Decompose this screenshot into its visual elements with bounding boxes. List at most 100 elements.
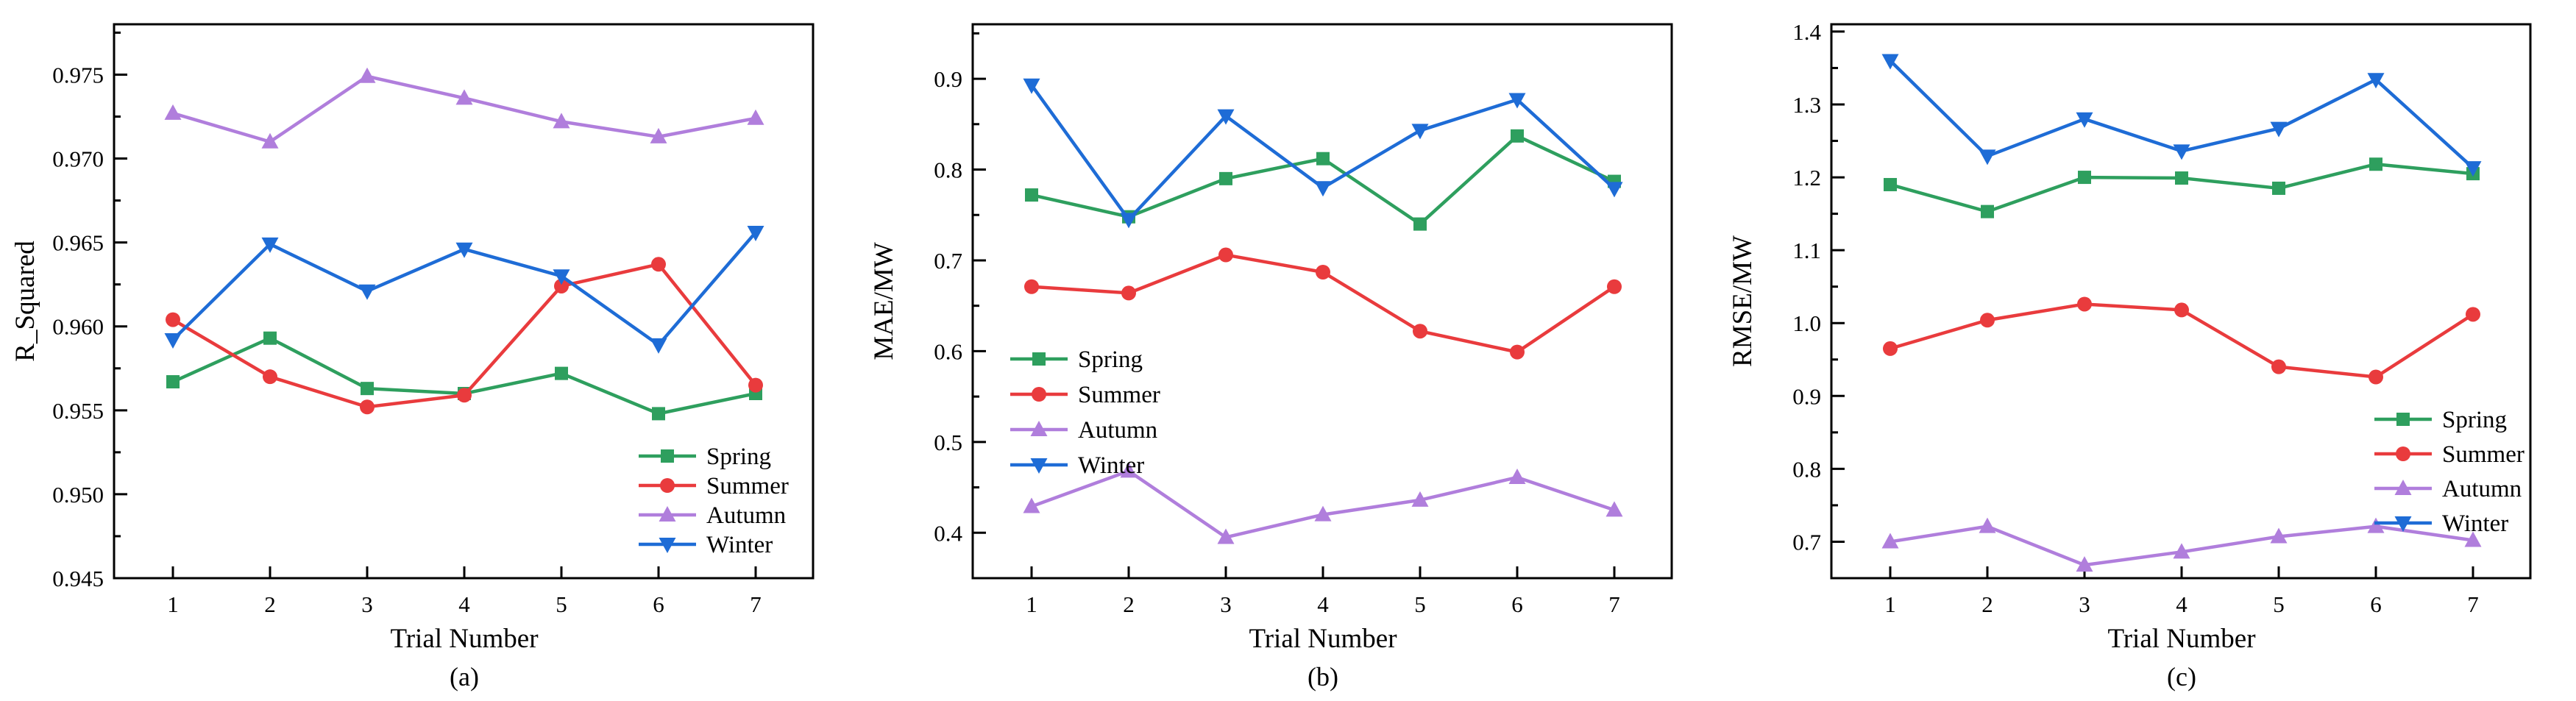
series-summer — [1883, 296, 2480, 385]
subplot-caption: (a) — [450, 662, 479, 691]
y-axis-ticks: 0.945 0.950 0.955 0.960 0.965 0.970 0.975 — [52, 31, 127, 591]
data-point-marker — [554, 278, 569, 293]
x-tick-label: 4 — [1317, 591, 1329, 617]
data-point-marker — [2076, 112, 2093, 128]
chart-b: 0.4 0.5 0.6 0.7 0.8 0.9 1 2 3 4 5 6 7 MAE/MW Trial Num… — [859, 0, 1717, 701]
plot-frame — [1830, 23, 2532, 580]
x-tick-label: 6 — [2370, 591, 2382, 617]
x-tick-label: 5 — [2273, 591, 2285, 617]
data-point-marker — [651, 257, 666, 272]
x-axis-label: Trial Number — [390, 624, 538, 654]
data-point-marker — [263, 331, 277, 345]
data-point-marker — [166, 312, 180, 327]
x-tick-label: 1 — [167, 591, 179, 617]
data-point-marker — [1316, 152, 1330, 166]
series-winter — [1881, 54, 2482, 177]
legend-item-autumn: Autumn — [2374, 476, 2522, 502]
data-point-marker — [747, 109, 764, 125]
plot-background — [859, 0, 1717, 701]
data-point-marker — [2367, 517, 2385, 533]
data-point-marker — [1218, 247, 1233, 263]
data-point-marker — [553, 113, 570, 129]
plot-background — [1717, 0, 2576, 701]
data-point-marker — [555, 366, 568, 380]
data-point-marker — [2077, 296, 2092, 312]
y-tick-label: 0.950 — [52, 482, 104, 508]
x-axis-ticks: 1 2 3 4 5 6 7 — [167, 566, 762, 617]
data-point-marker — [2076, 556, 2093, 572]
y-axis-label: RMSE/MW — [1728, 235, 1758, 367]
data-point-marker — [553, 269, 570, 285]
data-point-marker — [2173, 144, 2190, 160]
chart-a: 0.945 0.950 0.955 0.960 0.965 0.970 0.975 1 2 3 4 5… — [0, 0, 859, 701]
plot-background — [0, 0, 859, 701]
data-point-marker — [455, 89, 473, 105]
data-point-marker — [650, 127, 667, 143]
legend-label: Autumn — [2442, 476, 2522, 502]
data-point-marker — [1023, 497, 1040, 513]
legend-item-winter: Winter — [2374, 510, 2508, 537]
x-tick-label: 4 — [2176, 591, 2188, 617]
legend-item-summer: Summer — [2374, 441, 2524, 468]
x-axis-ticks: 1 2 3 4 5 6 7 — [1026, 566, 1620, 617]
legend-item-spring: Spring — [639, 444, 771, 470]
y-tick-label: 1.0 — [1792, 310, 1821, 336]
chart-panel-c: 0.7 0.8 0.9 1.0 1.1 1.2 1.3 1.4 1 2 3 4 5 6 7 RMSE/MW Tr… — [1717, 0, 2576, 701]
data-point-marker — [2367, 73, 2385, 89]
legend-marker — [1032, 387, 1046, 402]
legend-marker — [1030, 458, 1048, 474]
legend-item-autumn: Autumn — [639, 502, 786, 529]
y-axis-ticks: 0.4 0.5 0.6 0.7 0.8 0.9 — [934, 32, 986, 580]
legend-label: Spring — [1078, 346, 1143, 373]
y-tick-label: 1.1 — [1792, 238, 1821, 263]
legend-marker — [1032, 352, 1046, 366]
x-tick-label: 7 — [2467, 591, 2479, 617]
data-point-marker — [1217, 109, 1235, 125]
series-summer — [1024, 247, 1622, 360]
data-point-marker — [1411, 124, 1429, 140]
legend-label: Winter — [2442, 510, 2508, 537]
y-tick-label: 0.955 — [52, 398, 104, 424]
legend-item-autumn: Autumn — [1010, 417, 1157, 444]
legend-item-spring: Spring — [2374, 407, 2507, 433]
legend: Spring Summer Autumn Winter — [2374, 407, 2524, 537]
data-point-marker — [2271, 359, 2286, 374]
x-tick-label: 7 — [750, 591, 762, 617]
y-tick-label: 0.7 — [1792, 529, 1821, 555]
data-point-marker — [2270, 527, 2288, 544]
data-point-marker — [263, 369, 277, 385]
data-point-marker — [2270, 121, 2288, 138]
data-point-marker — [1411, 491, 1429, 507]
data-point-marker — [164, 332, 182, 349]
legend-marker — [2396, 413, 2410, 426]
y-axis-ticks: 0.7 0.8 0.9 1.0 1.1 1.2 1.3 1.4 — [1792, 19, 1845, 580]
y-tick-label: 0.945 — [52, 566, 104, 591]
data-point-marker — [1413, 324, 1427, 339]
x-tick-label: 2 — [1981, 591, 1993, 617]
x-tick-label: 6 — [653, 591, 664, 617]
data-point-marker — [652, 407, 665, 421]
legend-marker — [2394, 480, 2412, 495]
y-tick-label: 0.6 — [934, 338, 962, 364]
legend-label: Winter — [706, 532, 773, 558]
data-point-marker — [2464, 531, 2482, 547]
data-point-marker — [1981, 204, 1994, 218]
data-point-marker — [1510, 344, 1525, 360]
legend-label: Spring — [2442, 407, 2507, 433]
y-tick-label: 0.8 — [1792, 456, 1821, 482]
data-point-marker — [1979, 517, 1996, 533]
data-point-marker — [360, 399, 375, 415]
data-point-marker — [2175, 171, 2188, 185]
legend: Spring Summer Autumn Winter — [1010, 346, 1160, 479]
data-point-marker — [261, 237, 279, 253]
x-tick-label: 2 — [1123, 591, 1135, 617]
legend-marker — [1030, 421, 1048, 436]
data-point-marker — [1217, 528, 1235, 544]
y-tick-label: 0.8 — [934, 157, 962, 183]
x-tick-label: 3 — [1220, 591, 1232, 617]
data-point-marker — [358, 67, 376, 83]
legend-label: Summer — [1078, 382, 1160, 408]
plot-frame — [971, 23, 1673, 580]
y-tick-label: 1.3 — [1792, 92, 1821, 118]
